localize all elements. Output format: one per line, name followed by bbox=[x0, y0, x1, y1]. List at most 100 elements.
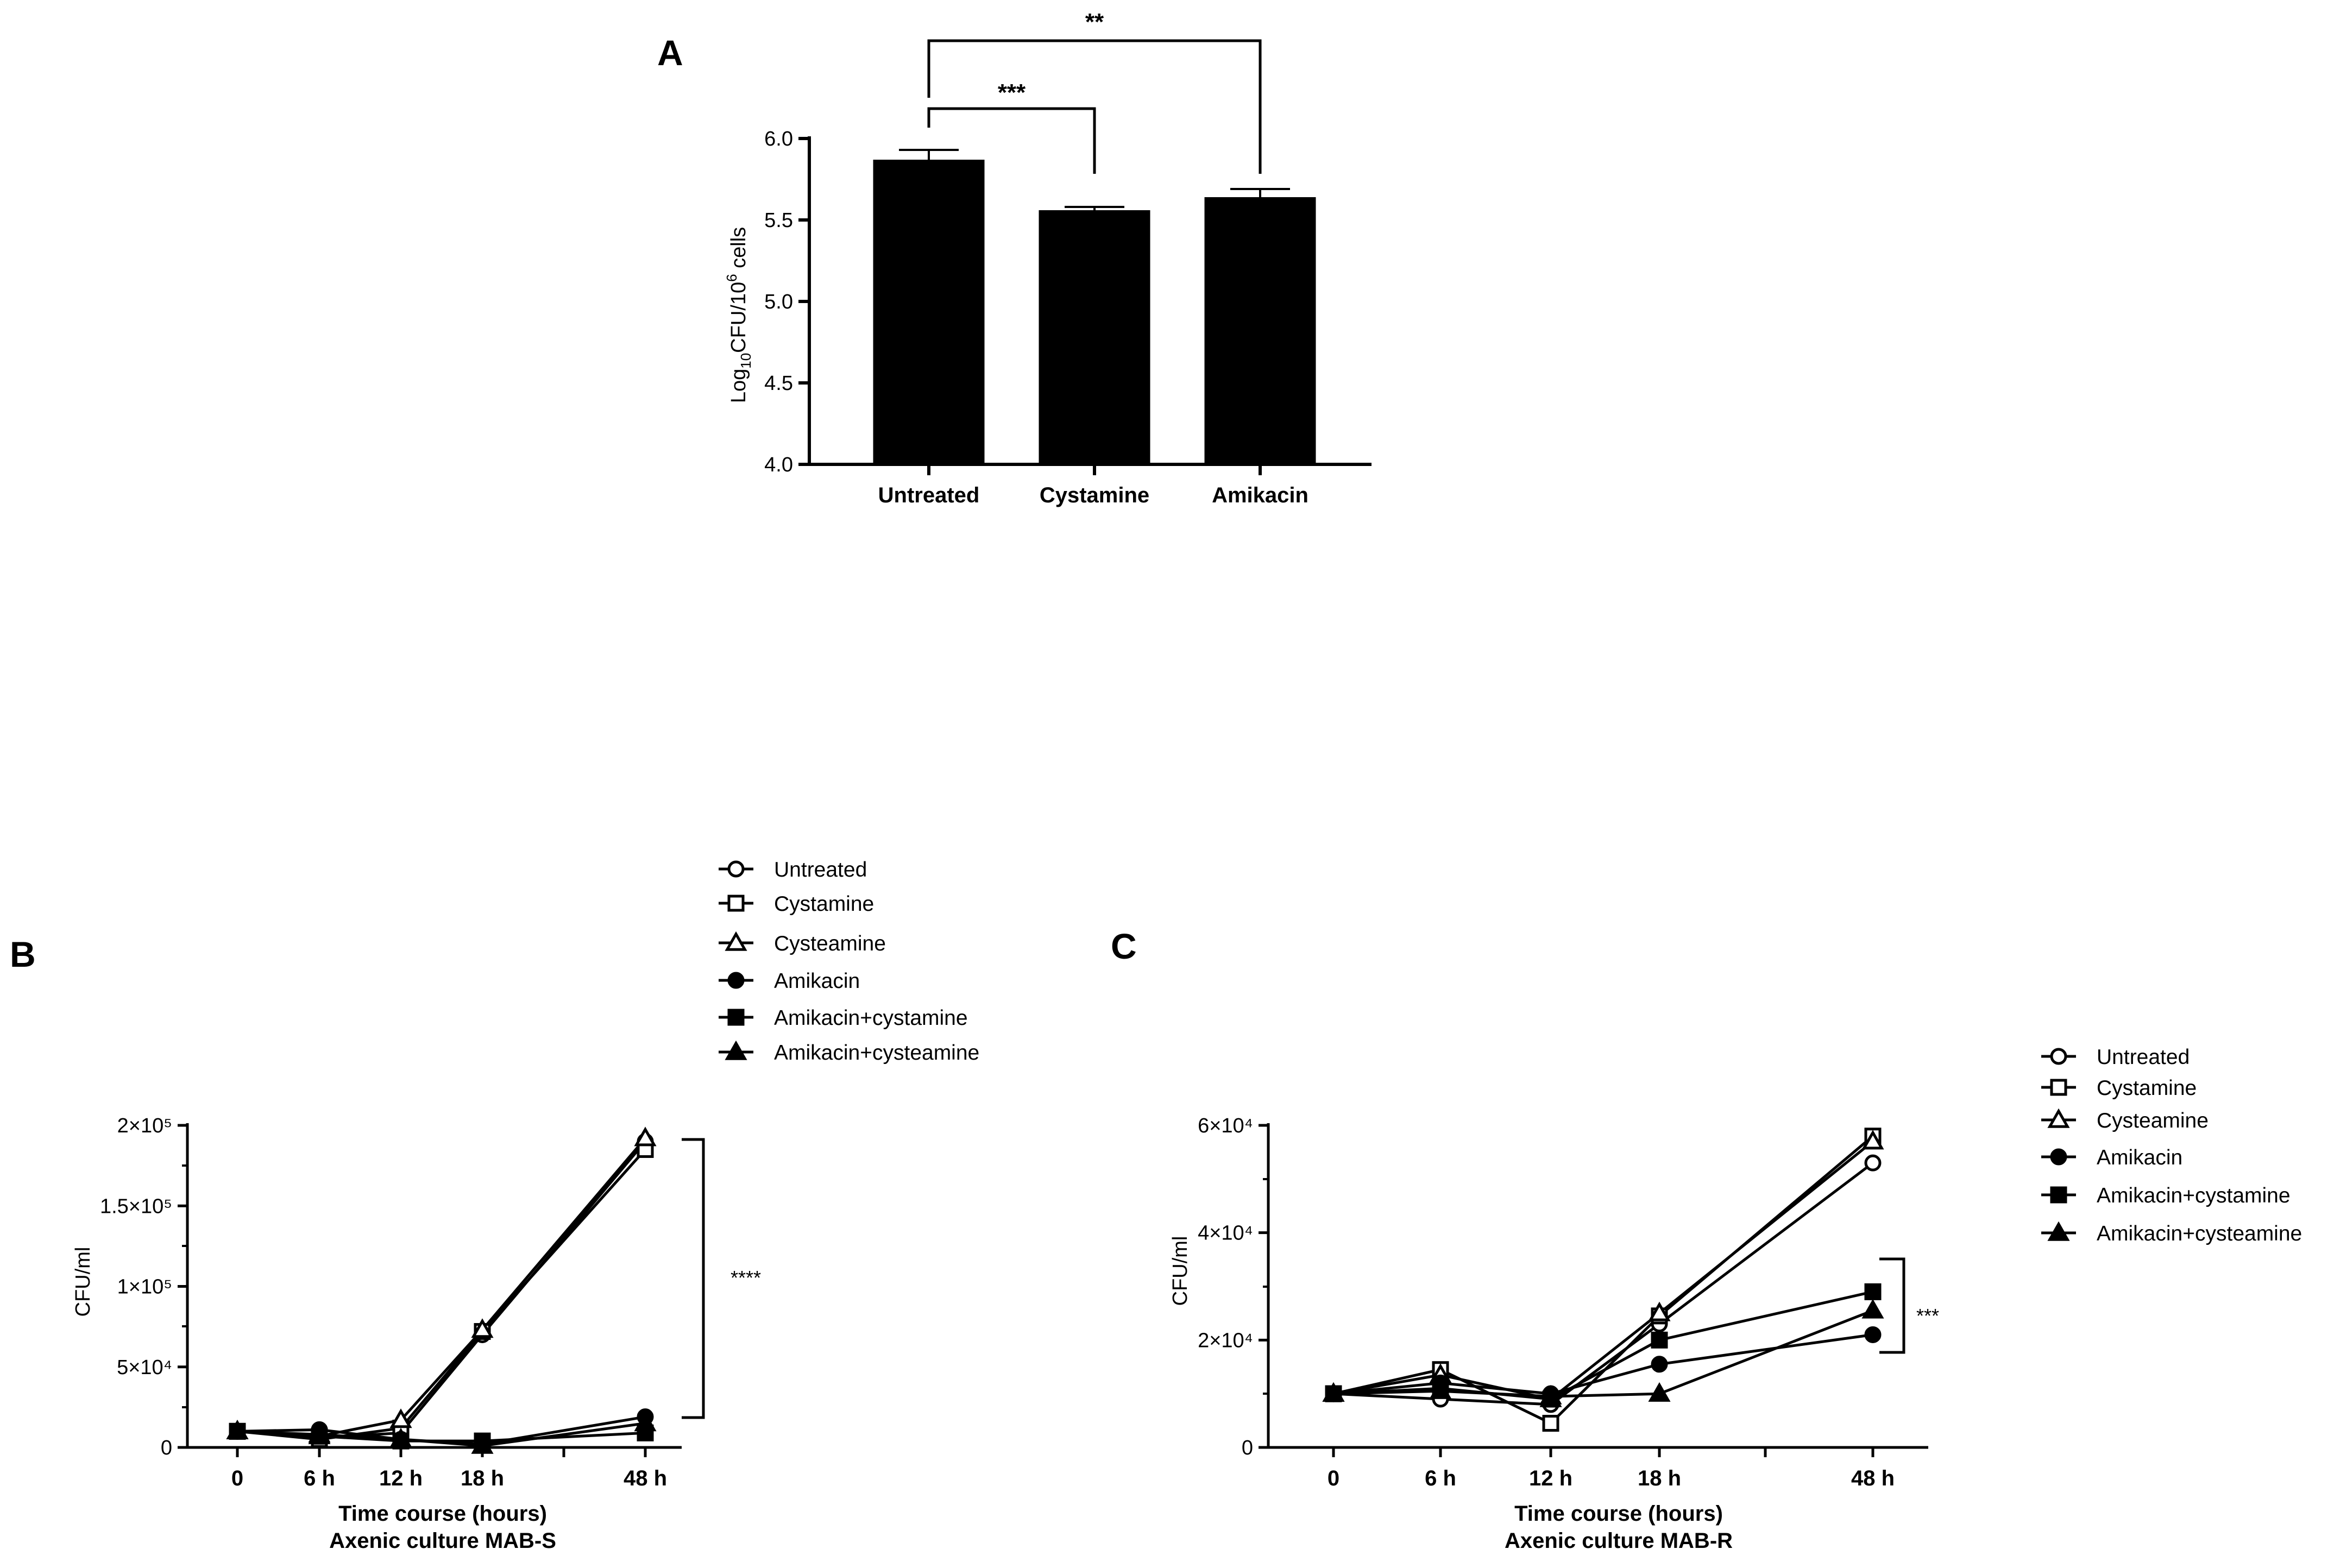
panel-b-legend-label: Amikacin bbox=[774, 969, 860, 993]
panel-b-point-amikacin-cysteamine bbox=[308, 1422, 331, 1443]
panel-b-y-tick-label: 1×10⁵ bbox=[117, 1276, 172, 1299]
panel-c-line-chart: CFU/ml Time course (hours) Axenic cultur… bbox=[1169, 1046, 2302, 1553]
panel-c-x-tick-label: 12 h bbox=[1529, 1466, 1572, 1490]
panel-b-legend-marker bbox=[727, 895, 745, 912]
panel-a-y-tick-label: 5.0 bbox=[764, 291, 793, 313]
panel-b-point-amikacin-cysteamine bbox=[226, 1420, 249, 1440]
panel-a-bar-untreated bbox=[873, 160, 985, 464]
panel-b-line-chart: CFU/ml Time course (hours) Axenic cultur… bbox=[72, 858, 979, 1553]
panel-c-x-tick-label: 18 h bbox=[1638, 1466, 1681, 1490]
panel-c-legend-marker bbox=[2047, 1221, 2070, 1241]
panel-c-subtitle: Axenic culture MAB-R bbox=[1505, 1529, 1733, 1553]
panel-b-subtitle: Axenic culture MAB-S bbox=[329, 1529, 556, 1553]
panel-c-point-cystamine bbox=[1542, 1415, 1559, 1432]
panel-a-significance-cystamine: *** bbox=[998, 79, 1026, 106]
panel-c-point-cysteamine bbox=[1861, 1130, 1884, 1150]
panel-b-x-tick-label: 6 h bbox=[304, 1466, 335, 1490]
panel-a-y-tick-label: 6.0 bbox=[764, 128, 793, 150]
panel-a-bar-amikacin bbox=[1204, 197, 1316, 464]
panel-b-x-axis-title: Time course (hours) bbox=[338, 1502, 547, 1526]
panel-c-point-amikacin-cystamine bbox=[1651, 1331, 1668, 1349]
panel-c-line-cysteamine bbox=[1333, 1140, 1874, 1401]
panel-c-point-amikacin bbox=[1864, 1326, 1882, 1343]
panel-b-legend-label: Amikacin+cysteamine bbox=[774, 1041, 979, 1065]
panel-b-y-axis-title: CFU/ml bbox=[72, 1247, 95, 1317]
panel-a-significance-amikacin: ** bbox=[1085, 9, 1104, 35]
panel-c-significance-bracket bbox=[1879, 1257, 1905, 1354]
panel-b-x-tick-label: 18 h bbox=[461, 1466, 504, 1490]
panel-b-legend-marker bbox=[727, 972, 745, 989]
panel-b-point-amikacin-cysteamine bbox=[471, 1434, 494, 1454]
panel-c-point-untreated bbox=[1864, 1154, 1882, 1172]
panel-b-y-tick-label: 5×10⁴ bbox=[117, 1356, 172, 1379]
panel-b-point-amikacin-cysteamine bbox=[634, 1412, 657, 1432]
panel-label-a: A bbox=[657, 33, 683, 73]
panel-c-point-amikacin-cysteamine bbox=[1861, 1299, 1884, 1319]
panel-b-point-amikacin-cysteamine bbox=[389, 1427, 412, 1447]
panel-c-significance: *** bbox=[1916, 1305, 1939, 1327]
panel-b-legend-label: Untreated bbox=[774, 858, 867, 881]
panel-b-legend-label: Cysteamine bbox=[774, 932, 886, 955]
panel-c-legend-label: Untreated bbox=[2097, 1046, 2190, 1069]
panel-b-legend-label: Amikacin+cystamine bbox=[774, 1006, 968, 1030]
panel-b-point-cysteamine bbox=[471, 1318, 494, 1338]
panel-b-significance: **** bbox=[731, 1267, 761, 1289]
panel-c-legend-marker bbox=[2050, 1079, 2067, 1096]
panel-a-bar-cystamine bbox=[1039, 210, 1150, 464]
panel-b-legend-marker bbox=[725, 1040, 747, 1060]
panel-b-line-cysteamine bbox=[237, 1137, 646, 1438]
panel-a-x-tick-label: Untreated bbox=[878, 483, 980, 507]
panel-c-legend-label: Amikacin+cysteamine bbox=[2097, 1222, 2302, 1245]
panel-c-point-cysteamine bbox=[1648, 1301, 1671, 1321]
panel-c-x-tick-label: 6 h bbox=[1425, 1466, 1456, 1490]
panel-b-legend-marker bbox=[725, 931, 747, 951]
panel-b-x-tick-label: 0 bbox=[231, 1466, 243, 1490]
panel-b-legend-marker bbox=[727, 860, 745, 878]
panel-c-legend-marker bbox=[2050, 1186, 2067, 1204]
panel-c-y-axis-title: CFU/ml bbox=[1169, 1236, 1192, 1306]
panel-c-y-tick-label: 4×10⁴ bbox=[1198, 1222, 1253, 1245]
panel-c-y-tick-label: 2×10⁴ bbox=[1198, 1329, 1253, 1352]
panel-c-y-tick-label: 0 bbox=[1242, 1437, 1253, 1459]
panel-b-line-cystamine bbox=[237, 1148, 646, 1441]
panel-c-point-amikacin-cysteamine bbox=[1539, 1384, 1562, 1405]
panel-c-legend-marker bbox=[2050, 1148, 2067, 1166]
panel-label-b: B bbox=[10, 934, 36, 974]
panel-b-point-cysteamine bbox=[634, 1126, 657, 1147]
panel-c-point-amikacin-cysteamine bbox=[1429, 1379, 1452, 1399]
panel-b-y-tick-label: 0 bbox=[161, 1437, 172, 1459]
panel-a-x-tick-label: Cystamine bbox=[1040, 483, 1149, 507]
panel-c-legend-marker bbox=[2050, 1048, 2067, 1065]
panel-c-point-amikacin-cysteamine bbox=[1322, 1382, 1345, 1402]
panel-c-line-amikacin-cysteamine bbox=[1333, 1309, 1873, 1398]
panel-b-significance-bracket bbox=[682, 1138, 705, 1419]
panel-c-x-tick-label: 0 bbox=[1328, 1466, 1339, 1490]
panel-a-y-tick-label: 4.0 bbox=[764, 454, 793, 476]
panel-b-legend-label: Cystamine bbox=[774, 892, 874, 916]
panel-b-x-tick-label: 48 h bbox=[624, 1466, 667, 1490]
panel-a-bracket-cystamine bbox=[927, 107, 1096, 174]
panel-a-bracket-amikacin bbox=[927, 39, 1262, 174]
panel-c-x-axis-title: Time course (hours) bbox=[1514, 1502, 1723, 1526]
panel-label-c: C bbox=[1111, 926, 1137, 966]
panel-c-line-untreated bbox=[1333, 1162, 1874, 1406]
panel-b-legend-marker bbox=[727, 1009, 745, 1026]
panel-a-x-tick-label: Amikacin bbox=[1212, 483, 1308, 507]
panel-b-y-tick-label: 2×10⁵ bbox=[117, 1114, 172, 1137]
panel-a-y-axis-title: Log10CFU/106 cells bbox=[724, 227, 754, 403]
panel-b-y-tick-label: 1.5×10⁵ bbox=[100, 1195, 172, 1218]
panel-a-y-tick-label: 4.5 bbox=[764, 372, 793, 395]
panel-c-point-amikacin-cystamine bbox=[1864, 1283, 1882, 1300]
panel-c-point-amikacin-cysteamine bbox=[1648, 1382, 1671, 1402]
panel-c-legend-label: Cysteamine bbox=[2097, 1109, 2209, 1132]
panel-b-point-cysteamine bbox=[389, 1408, 412, 1428]
panel-b-x-tick-label: 12 h bbox=[379, 1466, 423, 1490]
panel-c-legend-marker bbox=[2047, 1108, 2070, 1128]
panel-c-y-tick-label: 6×10⁴ bbox=[1198, 1114, 1253, 1137]
panel-c-legend-label: Amikacin+cystamine bbox=[2097, 1184, 2291, 1207]
panel-c-point-amikacin bbox=[1651, 1356, 1668, 1373]
panel-a-bar-chart: Log10CFU/106 cells 4.0 4.5 5.0 5.5 6.0 Untrea… bbox=[724, 9, 1372, 507]
panel-c-legend-label: Amikacin bbox=[2097, 1146, 2182, 1169]
panel-c-x-tick-label: 48 h bbox=[1851, 1466, 1895, 1490]
